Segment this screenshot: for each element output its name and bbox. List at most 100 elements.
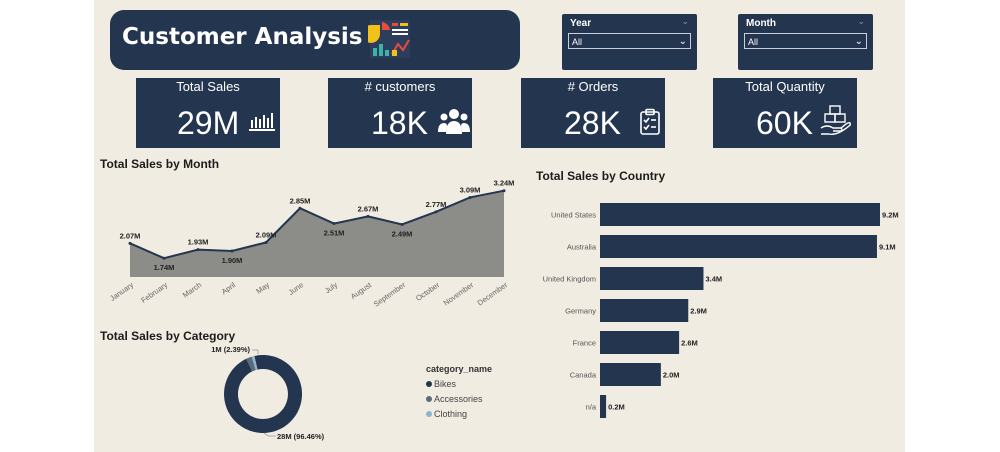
kpi-card-total-sales: Total Sales 29M (136, 78, 280, 148)
x-tick-label: May (254, 280, 271, 296)
leader-line (263, 432, 276, 437)
y-tick-label: n/a (586, 403, 597, 412)
kpi-value: 18K (371, 105, 428, 141)
data-point (196, 248, 200, 252)
clipboard-icon (640, 108, 660, 135)
data-point (128, 241, 132, 245)
month-slicer: Month ⌄ All ⌄ (738, 14, 873, 70)
bar (600, 395, 607, 418)
month-dropdown[interactable]: All ⌄ (744, 33, 867, 49)
kpi-label: Total Sales (176, 79, 240, 94)
y-tick-label: Canada (570, 371, 597, 380)
donut-slice (246, 356, 256, 372)
kpi-label: # Orders (567, 79, 619, 94)
y-tick-label: Australia (567, 243, 597, 252)
legend-label: Bikes (434, 379, 457, 389)
data-label: 1.74M (154, 263, 175, 272)
sales-by-category-chart: 1M (2.39%) 28M (96.46%) (211, 345, 325, 441)
y-tick-label: United States (551, 211, 596, 220)
dashboard-icon (368, 20, 410, 58)
y-tick-label: Germany (565, 307, 596, 316)
x-tick-label: March (181, 280, 203, 299)
kpi-label: # customers (364, 79, 436, 94)
data-point (298, 206, 302, 210)
data-point (366, 214, 370, 218)
data-label: 2.07M (120, 231, 141, 240)
sales-by-country-chart: United States 9.2M Australia 9.1M United Kin… (543, 203, 899, 418)
donut-slice (224, 354, 303, 433)
chevron-down-icon: ⌄ (681, 16, 689, 26)
chart-title: Total Sales by Country (536, 169, 666, 183)
legend-item-clothing[interactable]: Clothing (426, 409, 467, 419)
kpi-card-orders: # Orders 28K (521, 78, 665, 148)
area-fill (130, 190, 504, 277)
year-slicer-label: Year (570, 18, 592, 29)
chart-title: Total Sales by Month (100, 157, 220, 171)
data-point (162, 256, 166, 260)
data-label: 2.85M (290, 196, 311, 205)
data-label: 28M (96.46%) (277, 432, 325, 441)
chevron-down-icon[interactable]: ⌄ (678, 36, 687, 47)
kpi-card-total-quantity: Total Quantity 60K (713, 78, 857, 148)
data-label: 2.51M (324, 229, 345, 238)
legend-item-bikes[interactable]: Bikes (426, 379, 456, 389)
kpi-value: 29M (177, 105, 240, 141)
data-label: 0.2M (608, 403, 625, 412)
sales-by-month-chart: 2.07M January 1.74M February 1.93M March 1.90M… (108, 179, 515, 309)
bar (600, 299, 689, 322)
donut-slice (251, 355, 258, 371)
y-tick-label: France (573, 339, 596, 348)
bar (600, 235, 877, 258)
data-point (434, 210, 438, 214)
chevron-down-icon[interactable]: ⌄ (854, 36, 863, 47)
month-dropdown-value: All (748, 37, 759, 47)
year-dropdown[interactable]: All ⌄ (568, 33, 691, 49)
data-label: 2.09M (256, 230, 277, 239)
data-label: 2.0M (663, 371, 680, 380)
data-label: 3.24M (494, 179, 515, 188)
data-label: 1.90M (222, 256, 243, 265)
title-card: Customer Analysis (110, 10, 520, 70)
legend-label: Clothing (434, 409, 468, 419)
boxes-hand-icon (820, 105, 852, 136)
page-title: Customer Analysis (122, 24, 363, 50)
data-label: 2.67M (358, 204, 379, 213)
x-tick-label: November (442, 280, 476, 308)
legend-dot (426, 381, 432, 387)
data-label: 2.9M (690, 307, 707, 316)
bar (600, 203, 880, 226)
legend-item-accessories[interactable]: Accessories (426, 394, 483, 404)
x-tick-label: September (372, 280, 408, 309)
data-label: 2.77M (426, 200, 447, 209)
kpi-card-customers: # customers 18K (328, 78, 472, 148)
x-tick-label: January (108, 280, 135, 303)
data-label: 1M (2.39%) (211, 345, 250, 354)
year-dropdown-value: All (572, 37, 583, 47)
legend-dot (426, 411, 432, 417)
data-point (264, 240, 268, 244)
data-point (400, 222, 404, 226)
data-point (332, 222, 336, 226)
data-point (230, 249, 234, 253)
bar (600, 331, 680, 354)
series-line (129, 189, 505, 260)
bar (600, 267, 704, 290)
bar-chart-icon (249, 113, 275, 131)
y-tick-label: United Kingdom (543, 275, 596, 284)
x-tick-label: April (220, 280, 238, 296)
legend-label: Accessories (434, 394, 483, 404)
bar (600, 363, 661, 386)
data-label: 2.49M (392, 229, 413, 238)
chart-title: Total Sales by Category (100, 329, 236, 343)
chevron-down-icon: ⌄ (857, 16, 865, 26)
kpi-value: 28K (564, 105, 621, 141)
data-point (502, 189, 506, 193)
data-label: 9.1M (879, 243, 896, 252)
leader-line (252, 349, 259, 354)
x-tick-label: December (476, 280, 510, 308)
data-label: 3.09M (460, 185, 481, 194)
kpi-label: Total Quantity (745, 79, 825, 94)
data-label: 2.6M (681, 339, 698, 348)
legend-title: category_name (426, 364, 493, 374)
users-icon (438, 109, 470, 134)
